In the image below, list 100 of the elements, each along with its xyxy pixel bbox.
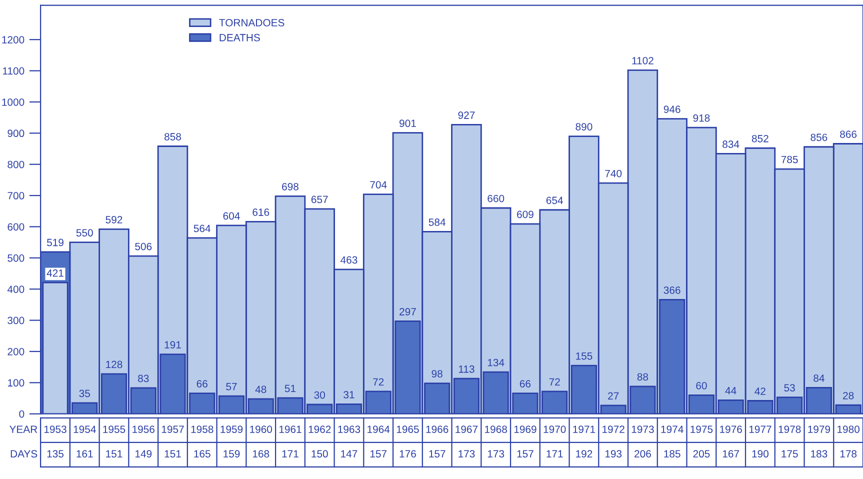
data-label: 564 bbox=[194, 224, 210, 232]
y-tick-label: 400 bbox=[7, 286, 24, 293]
text: 175 bbox=[782, 450, 798, 458]
data-label: 421 bbox=[46, 269, 64, 277]
data-label: 72 bbox=[549, 378, 560, 386]
data-label: 366 bbox=[664, 286, 680, 294]
x-tick-label: 1954 bbox=[74, 426, 96, 433]
x-tick-label: 1969 bbox=[514, 426, 536, 433]
y-tick-label: 800 bbox=[8, 160, 24, 168]
data-label: 834 bbox=[722, 140, 740, 148]
data-label: 83 bbox=[138, 374, 149, 382]
data-label: 66 bbox=[196, 380, 208, 388]
text: DAYS bbox=[10, 450, 38, 458]
data-label: 27 bbox=[608, 392, 619, 400]
x-tick-label: 1980 bbox=[838, 426, 860, 433]
x-tick-label: 1953 bbox=[44, 426, 66, 433]
x-tick-label: 1964 bbox=[368, 426, 390, 433]
text: 205 bbox=[693, 450, 710, 458]
data-label: 60 bbox=[696, 382, 707, 390]
x-tick-label: 1960 bbox=[250, 426, 272, 433]
data-label: 72 bbox=[373, 378, 384, 386]
legend-label: DEATHS bbox=[220, 34, 260, 42]
text: 149 bbox=[135, 450, 152, 458]
text: 161 bbox=[76, 450, 93, 458]
x-tick-label: 1963 bbox=[338, 426, 360, 433]
data-label: 946 bbox=[664, 106, 680, 113]
y-tick-label: 1200 bbox=[2, 36, 24, 44]
x-tick-label: 1978 bbox=[778, 426, 801, 433]
x-tick-label: 1976 bbox=[720, 426, 742, 433]
y-tick-label: 0 bbox=[19, 410, 24, 418]
text: 167 bbox=[722, 450, 739, 458]
x-axis-title: YEAR bbox=[9, 426, 38, 433]
text: 173 bbox=[488, 450, 504, 458]
data-label: 609 bbox=[517, 210, 534, 218]
y-tick-label: 300 bbox=[8, 316, 24, 324]
data-label: 30 bbox=[314, 391, 325, 399]
data-label: 28 bbox=[843, 392, 854, 400]
data-label: 918 bbox=[693, 114, 710, 122]
text: 176 bbox=[400, 450, 416, 458]
y-tick-label: 1100 bbox=[2, 67, 24, 75]
x-tick-label: 1968 bbox=[485, 426, 507, 433]
data-label: 1102 bbox=[632, 56, 654, 64]
data-label: 698 bbox=[282, 182, 298, 190]
x-tick-label: 1958 bbox=[191, 426, 214, 433]
data-label: 519 bbox=[46, 238, 64, 246]
data-label: 584 bbox=[428, 218, 446, 226]
x-tick-label: 1977 bbox=[749, 426, 772, 433]
data-label: 84 bbox=[814, 374, 824, 382]
x-tick-label: 1975 bbox=[690, 426, 713, 433]
data-label: 88 bbox=[637, 373, 648, 381]
text: 178 bbox=[840, 450, 857, 458]
x-tick-label: 1972 bbox=[602, 426, 624, 433]
x-tick-label: 1956 bbox=[132, 426, 154, 433]
data-label: 128 bbox=[106, 360, 122, 368]
data-label: 66 bbox=[520, 380, 531, 388]
y-tick-label: 200 bbox=[8, 348, 24, 356]
x-tick-label: 1974 bbox=[661, 426, 684, 433]
data-label: 740 bbox=[605, 170, 622, 178]
text: 157 bbox=[517, 450, 534, 458]
text: 151 bbox=[164, 450, 181, 458]
x-tick-label: 1979 bbox=[808, 426, 830, 433]
data-label: 506 bbox=[135, 242, 152, 250]
data-label: 785 bbox=[781, 156, 798, 164]
text: 206 bbox=[634, 450, 651, 458]
data-label: 31 bbox=[344, 391, 354, 398]
data-label: 463 bbox=[340, 256, 358, 264]
legend-label: TORNADOES bbox=[219, 19, 284, 26]
x-tick-label: 1971 bbox=[573, 426, 596, 433]
data-label: 48 bbox=[255, 386, 266, 394]
text: 185 bbox=[664, 450, 680, 458]
data-label: 592 bbox=[106, 216, 122, 224]
data-label: 704 bbox=[370, 181, 387, 188]
text: 157 bbox=[370, 450, 387, 458]
x-tick-label: 1957 bbox=[162, 426, 184, 433]
y-tick-label: 700 bbox=[8, 192, 24, 200]
text: 168 bbox=[252, 450, 270, 458]
text: 165 bbox=[194, 450, 210, 458]
text: 171 bbox=[546, 450, 563, 458]
data-label: 866 bbox=[840, 130, 857, 138]
data-label: 852 bbox=[752, 134, 768, 142]
data-label: 42 bbox=[754, 388, 766, 395]
x-tick-label: 1962 bbox=[308, 426, 331, 433]
text: 193 bbox=[605, 450, 622, 458]
x-tick-label: 1966 bbox=[426, 426, 448, 433]
data-label: 660 bbox=[488, 194, 504, 202]
y-tick-label: 600 bbox=[8, 223, 24, 231]
text: 147 bbox=[341, 450, 358, 458]
text: 171 bbox=[282, 450, 298, 458]
data-label: 113 bbox=[458, 365, 474, 373]
data-label: 890 bbox=[576, 123, 592, 130]
data-label: 616 bbox=[252, 208, 270, 216]
text: 192 bbox=[576, 450, 592, 458]
data-label: 134 bbox=[488, 358, 504, 366]
data-label: 657 bbox=[311, 196, 328, 204]
data-label: 901 bbox=[400, 120, 416, 128]
x-tick-label: 1959 bbox=[220, 426, 243, 433]
y-tick-label: 100 bbox=[8, 379, 24, 387]
data-label: 98 bbox=[432, 370, 442, 378]
text: 151 bbox=[106, 450, 122, 458]
x-tick-label: 1965 bbox=[396, 426, 419, 433]
